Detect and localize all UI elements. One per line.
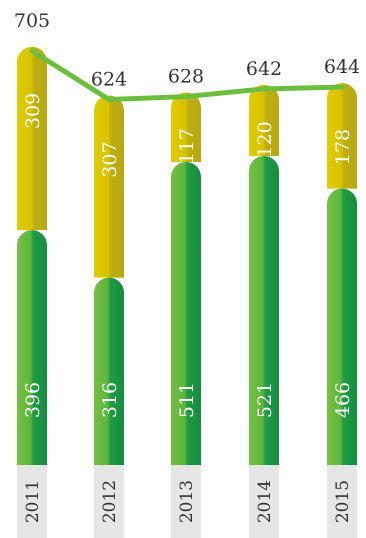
upper-value-label: 117	[176, 128, 198, 164]
bar-lower-segment	[17, 230, 47, 465]
total-line	[29, 48, 345, 103]
total-value-label: 628	[168, 66, 204, 88]
year-band	[249, 465, 279, 538]
upper-value-label: 178	[332, 129, 354, 165]
bar-upper-segment	[17, 46, 47, 231]
year-label: 2011	[23, 480, 43, 523]
upper-value-label: 307	[99, 141, 121, 177]
lower-value-label: 316	[99, 382, 121, 418]
total-trend-line	[29, 48, 345, 103]
bars	[17, 46, 357, 466]
total-value-label: 642	[246, 58, 282, 80]
year-label: 2013	[177, 480, 197, 523]
year-label: 2014	[255, 480, 275, 523]
total-value-label: 705	[14, 10, 50, 32]
year-bands	[17, 465, 357, 538]
labels: 309 396 2011 705 307 316 2012 624 117 511 2013 628 1…	[14, 10, 360, 523]
upper-value-label: 309	[22, 93, 44, 129]
year-label: 2015	[333, 480, 353, 523]
upper-value-label: 120	[254, 121, 276, 157]
bar-upper-segment	[249, 84, 279, 157]
total-value-label: 644	[324, 56, 360, 78]
bar-lower-segment	[327, 188, 357, 465]
year-band	[327, 465, 357, 538]
bar-upper-segment	[171, 92, 201, 162]
bar-upper-segment	[94, 95, 125, 278]
lower-value-label: 466	[332, 382, 354, 418]
lower-value-label: 511	[176, 382, 198, 418]
lower-value-label: 396	[22, 382, 44, 418]
bar-lower-segment	[249, 156, 279, 465]
year-band	[94, 465, 124, 538]
bar-upper-segment	[327, 83, 357, 189]
year-band	[171, 465, 201, 538]
lower-value-label: 521	[254, 382, 276, 418]
bar-lower-segment	[94, 277, 125, 465]
year-band	[17, 465, 47, 538]
year-label: 2012	[100, 480, 120, 523]
total-value-label: 624	[91, 69, 127, 91]
bar-lower-segment	[171, 161, 201, 466]
